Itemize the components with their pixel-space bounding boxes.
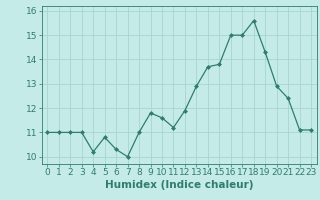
- X-axis label: Humidex (Indice chaleur): Humidex (Indice chaleur): [105, 180, 253, 190]
